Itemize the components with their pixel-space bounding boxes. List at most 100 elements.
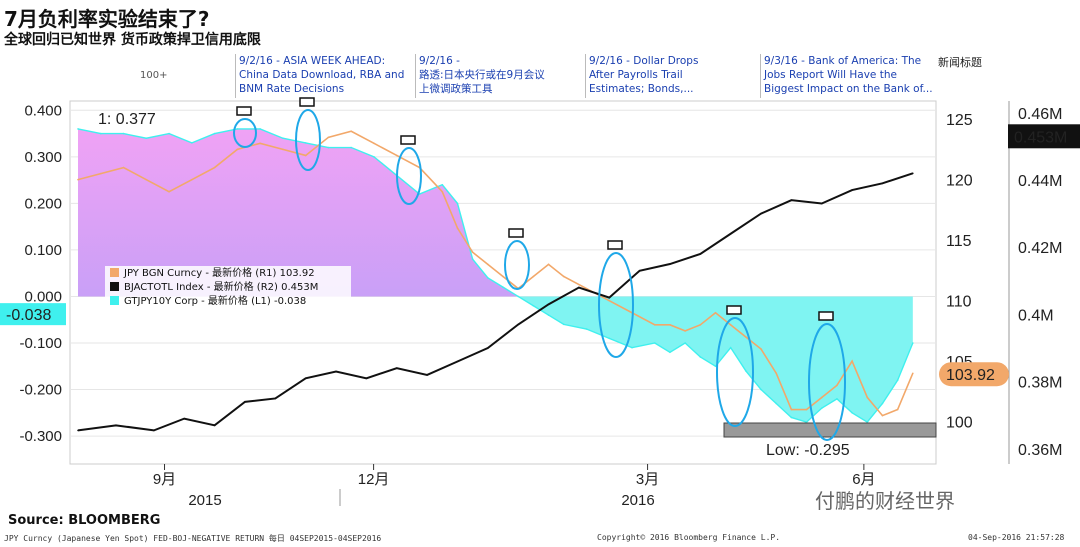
right-axis-2-tick-label: 0.36M	[1018, 442, 1062, 459]
news-item-3[interactable]: 9/2/16 - Dollar Drops After Payrolls Trai…	[585, 54, 760, 98]
low-band	[723, 422, 937, 438]
source-label: Source: BLOOMBERG	[8, 513, 161, 528]
jpy-last-value: 103.92	[946, 367, 995, 384]
series-point	[820, 202, 823, 205]
news-ticker-bar: 9/2/16 - ASIA WEEK AHEAD: China Data Down…	[70, 54, 1005, 98]
series-point	[836, 398, 838, 400]
series-point	[441, 190, 444, 193]
news-item-line: 上微调政策工具	[419, 83, 493, 95]
series-point	[487, 277, 489, 279]
series-point	[608, 296, 611, 299]
series-point	[547, 314, 550, 316]
series-point	[259, 128, 261, 130]
series-point	[881, 414, 884, 417]
series-point	[426, 374, 428, 376]
series-point	[145, 137, 148, 140]
right-axis-1-tick-label: 115	[946, 233, 972, 250]
high-annotation: 1: 0.377	[98, 111, 156, 128]
gtjpy-last-value: -0.038	[6, 307, 51, 324]
news-item-4[interactable]: 9/3/16 - Bank of America: The Jobs Report…	[760, 54, 935, 98]
event-highlight-ellipse	[598, 252, 634, 358]
series-point	[699, 324, 702, 326]
series-point	[669, 324, 671, 326]
bank-event-icon	[607, 240, 623, 250]
series-point	[669, 263, 671, 265]
series-point	[562, 275, 565, 278]
jpy-last-value-box	[939, 362, 1009, 387]
series-point	[729, 232, 732, 235]
series-point	[122, 166, 125, 169]
series-point	[327, 136, 330, 139]
series-point	[456, 202, 459, 205]
news-item-2[interactable]: 9/2/16 - 路透:日本央行或在9月会议 上微调政策工具	[415, 54, 585, 98]
bank-event-icon	[400, 135, 416, 145]
series-point	[851, 412, 853, 414]
series-point	[373, 156, 375, 158]
series-point	[487, 347, 489, 349]
bjactotl-last-value-box	[1008, 124, 1080, 149]
series-point	[99, 172, 102, 175]
news-item-1[interactable]: 9/2/16 - ASIA WEEK AHEAD: China Data Down…	[235, 54, 415, 98]
series-point	[77, 429, 79, 432]
series-point	[122, 132, 125, 135]
series-point	[115, 424, 117, 427]
series-point	[327, 146, 330, 149]
series-point	[395, 154, 398, 157]
series-point	[820, 407, 823, 409]
series-point	[471, 258, 474, 261]
legend-entry: BJACTOTL Index - 最新价格 (R2) 0.453M	[124, 280, 318, 293]
series-point	[896, 379, 899, 382]
left-axis-tick-label: 0.000	[24, 288, 62, 305]
left-axis-tick-label: -0.200	[19, 382, 62, 399]
low-annotation: Low: -0.295	[766, 442, 850, 459]
series-point	[547, 303, 550, 306]
gtjpy-positive-area	[78, 128, 913, 297]
bank-event-icon	[299, 97, 315, 107]
x-axis-tick-label: 9月	[153, 471, 176, 488]
event-highlight-ellipse	[233, 118, 257, 148]
news-header-label: 新闻标题	[938, 56, 982, 69]
series-point	[365, 377, 368, 380]
right-axis-1-tick-label: 125	[946, 112, 973, 129]
right-axis-1-tick-label: 120	[946, 173, 973, 190]
news-item-line: 9/2/16 - Dollar Drops	[589, 55, 699, 67]
right-axis-1-tick-label: 110	[946, 294, 972, 311]
series-point	[282, 137, 284, 140]
series-point	[881, 402, 884, 405]
series-point	[350, 130, 353, 133]
series-point	[585, 328, 588, 330]
x-axis-tick-label: 3月	[636, 471, 659, 488]
series-point	[775, 402, 778, 405]
event-highlight-ellipse	[716, 317, 754, 427]
series-point	[578, 286, 580, 289]
series-point	[236, 128, 239, 130]
series-point	[532, 275, 535, 278]
series-point	[608, 337, 611, 340]
series-point	[896, 408, 899, 411]
series-point	[213, 132, 216, 135]
series-point	[790, 408, 793, 411]
right-axis-2-tick-label: 0.46M	[1018, 106, 1062, 123]
series-point	[183, 417, 186, 420]
series-point	[487, 263, 489, 266]
series-point	[517, 295, 519, 298]
series-point	[851, 189, 853, 191]
x-axis-tick-label: 12月	[358, 471, 390, 488]
series-point	[213, 166, 216, 169]
page-subtitle: 全球回归已知世界 货币政策捍卫信用底限	[4, 32, 261, 48]
news-item-line: Biggest Impact on the Bank of...	[764, 83, 933, 95]
legend-box	[105, 266, 351, 312]
event-highlight-ellipse	[808, 323, 846, 441]
series-point	[547, 263, 550, 266]
series-point	[213, 424, 216, 427]
series-point	[562, 323, 565, 326]
footer-timestamp: 04-Sep-2016 21:57:28	[968, 533, 1065, 542]
series-point	[851, 360, 853, 362]
page-title: 7月负利率实验结束了?	[4, 7, 210, 31]
series-point	[244, 401, 246, 403]
right-axis-2-tick-label: 0.44M	[1018, 173, 1062, 190]
series-point	[653, 324, 656, 326]
series-point	[456, 360, 459, 363]
series-point	[282, 148, 284, 151]
